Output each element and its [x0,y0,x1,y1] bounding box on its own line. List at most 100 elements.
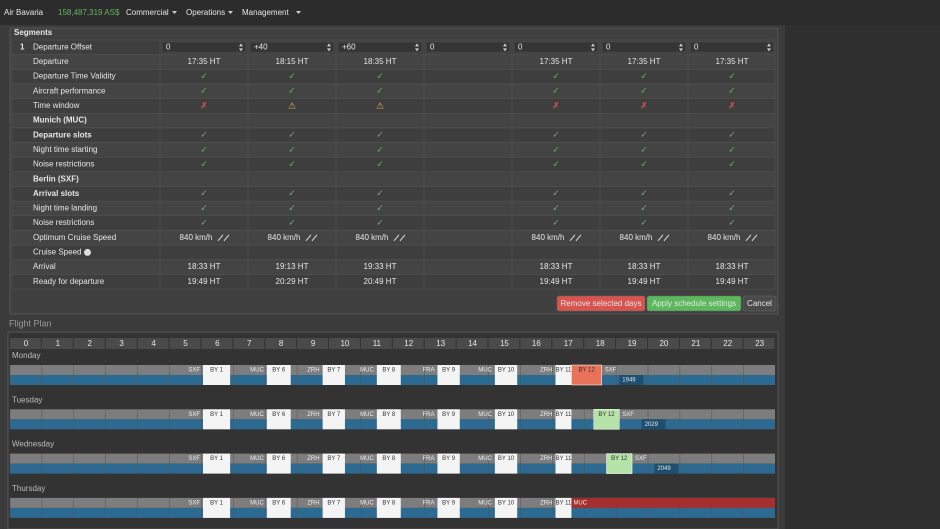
cell-value: ✓ [200,218,208,228]
hour-cell [329,338,360,349]
flight-block[interactable] [555,365,572,385]
flight-block[interactable] [322,497,345,518]
button[interactable] [742,295,777,312]
flight-number: BY 9 [442,368,456,374]
dropdown[interactable] [513,41,599,53]
cell-value: ✓ [376,144,384,154]
airport-code: SXF [605,368,617,374]
hour-label: 17 [564,339,573,348]
button-label[interactable]: Apply schedule settings [652,299,736,308]
dropdown[interactable] [425,41,511,53]
hour-cell [679,338,711,349]
flight-number: BY 7 [327,456,341,462]
cell-value: ✓ [640,71,648,81]
flight-block[interactable] [376,497,401,518]
flight-block[interactable] [494,453,518,474]
table-row [11,244,776,261]
airport-code: MUC [250,412,264,418]
dropdown[interactable] [161,41,247,53]
flight-block[interactable] [571,364,602,386]
table-row [11,186,776,202]
airport-code: MUC [250,500,264,506]
flight-block[interactable] [202,497,231,518]
cell-value: ✓ [552,71,560,81]
hour-cell [41,338,73,349]
cell-value: ✓ [552,218,560,228]
airport-code: SXF [188,368,200,374]
flight-block[interactable] [322,453,345,474]
flight-block[interactable] [494,365,518,385]
side-panel [785,25,940,529]
flight-block[interactable] [494,497,518,518]
button-label[interactable]: Cancel [747,299,772,308]
flight-block[interactable] [376,365,401,385]
flight-block[interactable] [266,497,291,518]
dropdown[interactable] [689,41,775,53]
flight-block[interactable] [202,409,231,430]
ready-label: 1949 [622,378,636,384]
table-row [11,142,776,158]
menu-item[interactable]: Commercial [126,8,169,17]
flight-number: BY 11 [556,368,572,374]
flight-block[interactable] [606,453,633,474]
cell-value: 17:35 HT [716,57,749,66]
dropdown[interactable] [601,41,687,53]
airport-code: ZRH [540,368,552,374]
cell-value: ✓ [288,203,296,213]
cell-value: ✗ [552,100,560,110]
cell-value: ✓ [288,130,296,140]
flight-block[interactable] [266,365,291,385]
button[interactable] [646,295,742,312]
row-label: Noise restrictions [33,160,94,169]
flight-block[interactable] [555,409,572,430]
menu-item[interactable]: Operations [186,8,225,17]
menu-item[interactable]: Management [242,8,289,17]
cell-value: ✓ [200,188,208,198]
flight-block[interactable] [437,409,460,430]
cell-value: ✓ [200,144,208,154]
flight-number: BY 12 [578,368,595,374]
flight-block[interactable] [437,453,460,474]
flight-block[interactable] [266,453,291,474]
flight-block[interactable] [555,453,572,474]
flight-block[interactable] [494,409,518,430]
flight-block[interactable] [437,365,460,385]
flight-number: BY 10 [498,500,515,506]
hour-cell [520,338,552,349]
hour-cell [488,338,520,349]
row-label: Departure Offset [33,42,93,51]
flight-block[interactable] [376,453,401,474]
cell-value: ✓ [552,159,560,169]
dropdown[interactable] [249,41,335,53]
airport-code: MUC [360,500,374,506]
flight-number: BY 1 [210,500,224,506]
flight-block[interactable] [266,409,291,430]
cell-value: ✓ [640,203,648,213]
button-label[interactable]: Remove selected days [561,299,642,308]
balance: 158,487,319 AS$ [58,8,120,17]
cell-value: 840 km/h [180,233,213,242]
flight-block[interactable] [437,497,460,518]
row-label: Night time landing [33,204,97,213]
cell-value: 18:35 HT [364,57,397,66]
flight-block[interactable] [322,365,345,385]
flight-number: BY 11 [556,412,572,418]
airport-code: ZRH [540,500,552,506]
dropdown[interactable] [337,41,423,53]
flight-block[interactable] [322,409,345,430]
flight-number: BY 12 [598,412,615,418]
flight-block[interactable] [202,365,231,385]
hour-cell [456,338,488,349]
ready-marker [654,463,679,474]
flight-block[interactable] [376,409,401,430]
button[interactable] [556,295,646,312]
flight-block[interactable] [593,409,620,430]
airport-code: SXF [188,412,200,418]
airport-code: SXF [635,456,647,462]
hour-cell [616,338,647,349]
flight-block[interactable] [555,497,572,518]
flight-block[interactable] [202,453,231,474]
company-name[interactable]: Air Bavaria [4,8,44,17]
hour-label: 2 [88,339,93,348]
